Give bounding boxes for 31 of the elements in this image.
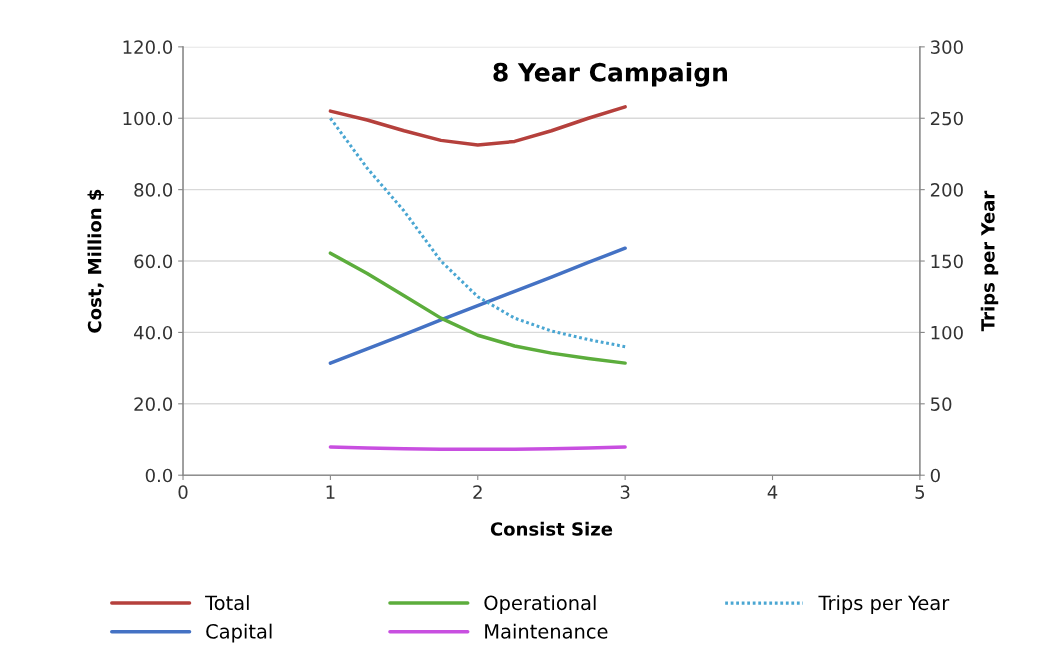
legend-label: Total — [205, 595, 249, 611]
line-series — [328, 105, 627, 147]
x-tick-label: 5 — [915, 485, 925, 499]
x-tick-label: 3 — [620, 485, 630, 499]
y-tick-label: 0.0 — [145, 468, 173, 483]
legend-label: Maintenance — [485, 623, 608, 639]
y-tick-label: 100.0 — [123, 111, 173, 126]
y-tick-label: 80.0 — [134, 183, 173, 197]
legend-label: Trips per Year — [818, 595, 950, 614]
y-tick-label: 120.0 — [123, 40, 173, 54]
y2-tick-label: 200 — [930, 183, 963, 197]
y-tick-label: 20.0 — [134, 397, 173, 411]
x-tick-label: 1 — [326, 485, 335, 499]
y2-tick-label: 150 — [931, 254, 963, 269]
x-tick-label: 4 — [767, 485, 778, 499]
y2-tick-label: 250 — [930, 111, 963, 126]
x-tick-label: 2 — [473, 485, 482, 499]
y-tick-label: 40.0 — [133, 325, 173, 340]
text: 8 Year Campaign — [493, 62, 727, 87]
y-tick-label: 60.0 — [134, 254, 173, 269]
legend-label: Capital — [206, 623, 272, 643]
y2-tick-label: 100 — [931, 325, 963, 340]
y-axis-title: Cost, Million $ — [87, 189, 104, 333]
y2-axis-title: Trips per Year — [980, 190, 999, 332]
x-tick-label: 0 — [178, 485, 188, 499]
legend-label: Operational — [484, 595, 596, 614]
line-series — [328, 116, 627, 349]
y2-tick-label: 50 — [931, 397, 952, 411]
y2-tick-label: 300 — [930, 40, 963, 54]
y2-tick-label: 0 — [930, 468, 940, 483]
x-axis-title: Consist Size — [490, 521, 613, 536]
